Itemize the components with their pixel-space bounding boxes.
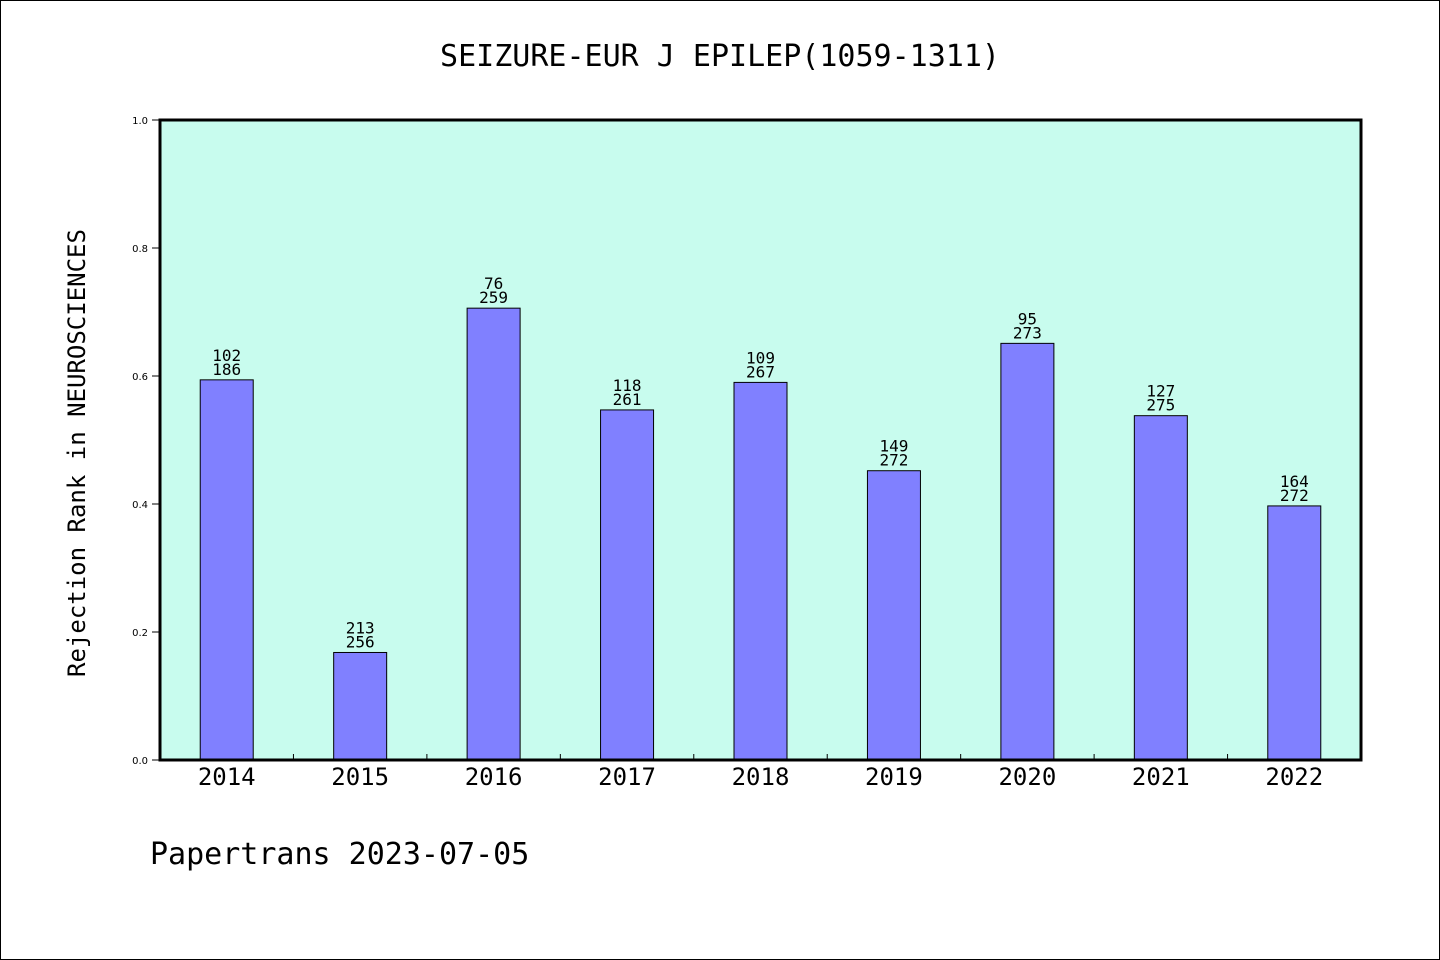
bar-label-top-2016: 76 [484,274,503,293]
x-tick-label-2015: 2015 [331,763,389,791]
x-tick-label-2021: 2021 [1132,763,1190,791]
footer-text: Papertrans 2023-07-05 [150,837,529,872]
y-tick-label: 0.4 [132,500,148,511]
data-labels-layer: 1021862132567625911826110926714927295273… [212,274,1308,651]
bar-2022 [1267,505,1322,761]
bar-label-top-2021: 127 [1146,382,1175,401]
x-tick-label-2019: 2019 [865,763,923,791]
bar-label-top-2014: 102 [212,346,241,365]
bars-layer [199,307,1322,761]
bar-label-bottom-2019: 272 [879,451,908,470]
bar-2018 [733,381,788,761]
y-tick-label: 0.8 [132,244,148,255]
bar-label-top-2020: 95 [1018,309,1037,328]
bar-label-bottom-2018: 267 [746,362,775,381]
bar-label-top-2018: 109 [746,348,775,367]
bar-label-bottom-2021: 275 [1146,396,1175,415]
y-axis-label: Rejection Rank in NEUROSCIENCES [63,229,91,677]
bar-2016 [466,307,521,761]
x-tick-label-2016: 2016 [465,763,523,791]
x-tick-label-2020: 2020 [998,763,1056,791]
bar-2017 [600,409,655,761]
x-tick-label-2014: 2014 [198,763,256,791]
bar-label-top-2019: 149 [879,437,908,456]
bar-label-top-2022: 164 [1280,472,1309,491]
bar-2015 [333,651,388,761]
y-tick-label: 0.0 [132,756,148,767]
chart-title: SEIZURE-EUR J EPILEP(1059-1311) [440,39,1000,74]
bar-label-top-2017: 118 [613,376,642,395]
x-tick-label-2022: 2022 [1265,763,1323,791]
bar-label-bottom-2017: 261 [613,390,642,409]
y-tick-label: 0.2 [132,628,148,639]
bar-2019 [866,470,921,761]
plot-border [158,118,1363,762]
bar-2021 [1133,415,1188,761]
bar-label-bottom-2014: 186 [212,360,241,379]
y-tick-label: 0.6 [132,372,148,383]
x-axis: 2014 2015 2016 2017 2018 2019 2020 2021 2022 [198,754,1323,791]
x-tick-label-2017: 2017 [598,763,656,791]
x-tick-label-2018: 2018 [732,763,790,791]
bar-label-top-2015: 213 [346,618,375,637]
bar-2020 [1000,342,1055,761]
bar-label-bottom-2016: 259 [479,288,508,307]
bar-label-bottom-2020: 273 [1013,323,1042,342]
bar-label-bottom-2015: 256 [346,632,375,651]
bar-2014 [199,379,254,761]
y-axis: 0.0 0.2 0.4 0.6 0.8 1.0 [132,116,160,767]
y-tick-label: 1.0 [132,116,148,127]
bar-label-bottom-2022: 272 [1280,486,1309,505]
